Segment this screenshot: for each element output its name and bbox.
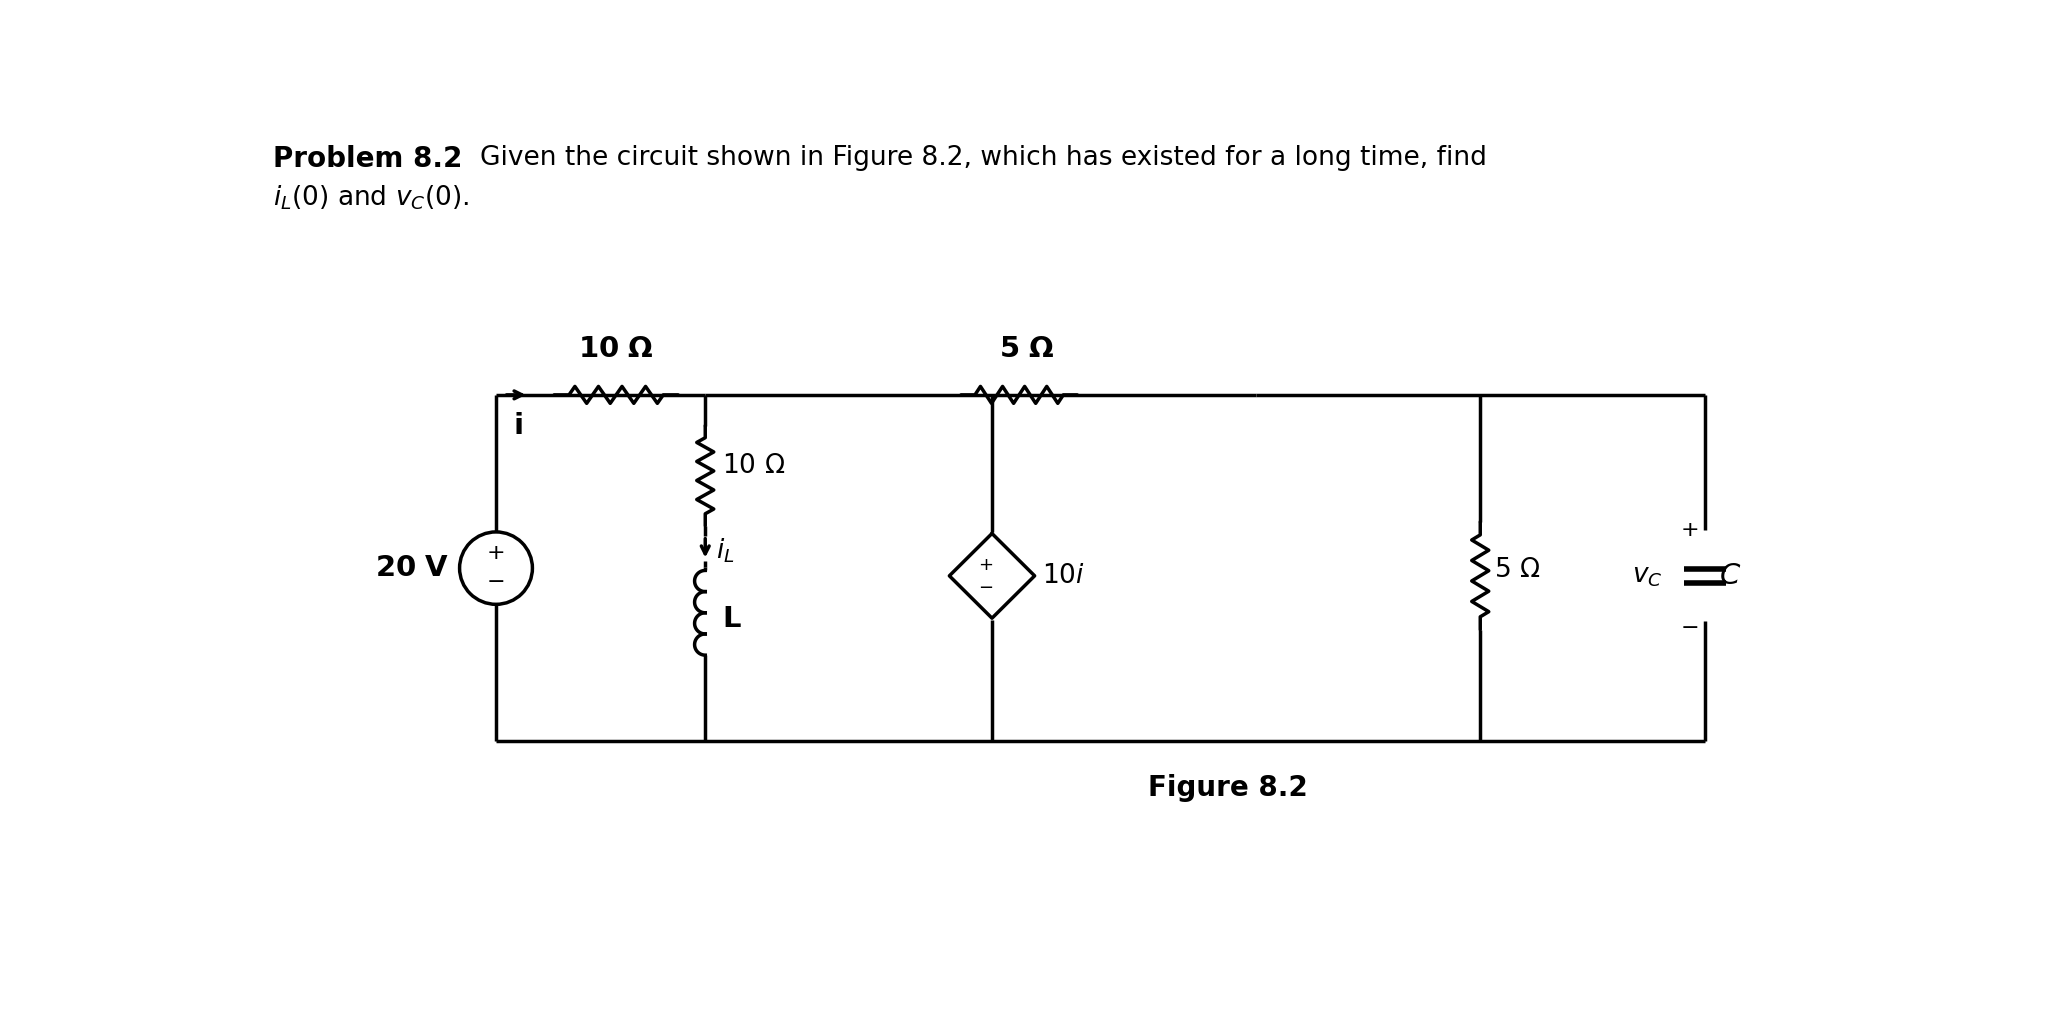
Text: −: − [978,579,994,598]
Text: $+$: $+$ [1680,520,1698,540]
Text: Given the circuit shown in Figure 8.2, which has existed for a long time, find: Given the circuit shown in Figure 8.2, w… [481,144,1487,170]
Text: $5\ \Omega$: $5\ \Omega$ [1494,556,1541,583]
Text: $\mathbf{10\ \Omega}$: $\mathbf{10\ \Omega}$ [579,334,655,362]
Text: $\mathbf{L}$: $\mathbf{L}$ [722,605,743,633]
Text: $\mathbf{i}$: $\mathbf{i}$ [514,412,522,440]
Text: $v_C$: $v_C$ [1633,562,1661,589]
Text: $C$: $C$ [1719,561,1741,590]
Text: $i_L(0)$ and $v_C(0)$.: $i_L(0)$ and $v_C(0)$. [272,183,469,212]
Text: −: − [487,572,505,592]
Text: $\mathbf{5\ \Omega}$: $\mathbf{5\ \Omega}$ [998,334,1054,362]
Text: $10i$: $10i$ [1041,562,1084,589]
Text: $-$: $-$ [1680,616,1698,636]
Text: $i_L$: $i_L$ [716,537,735,565]
Text: $10\ \Omega$: $10\ \Omega$ [722,453,786,480]
Text: Figure 8.2: Figure 8.2 [1148,774,1307,802]
Text: +: + [487,543,505,562]
Text: Problem 8.2: Problem 8.2 [272,144,462,172]
Text: $\mathbf{20\ V}$: $\mathbf{20\ V}$ [374,554,450,582]
Text: +: + [978,556,992,574]
